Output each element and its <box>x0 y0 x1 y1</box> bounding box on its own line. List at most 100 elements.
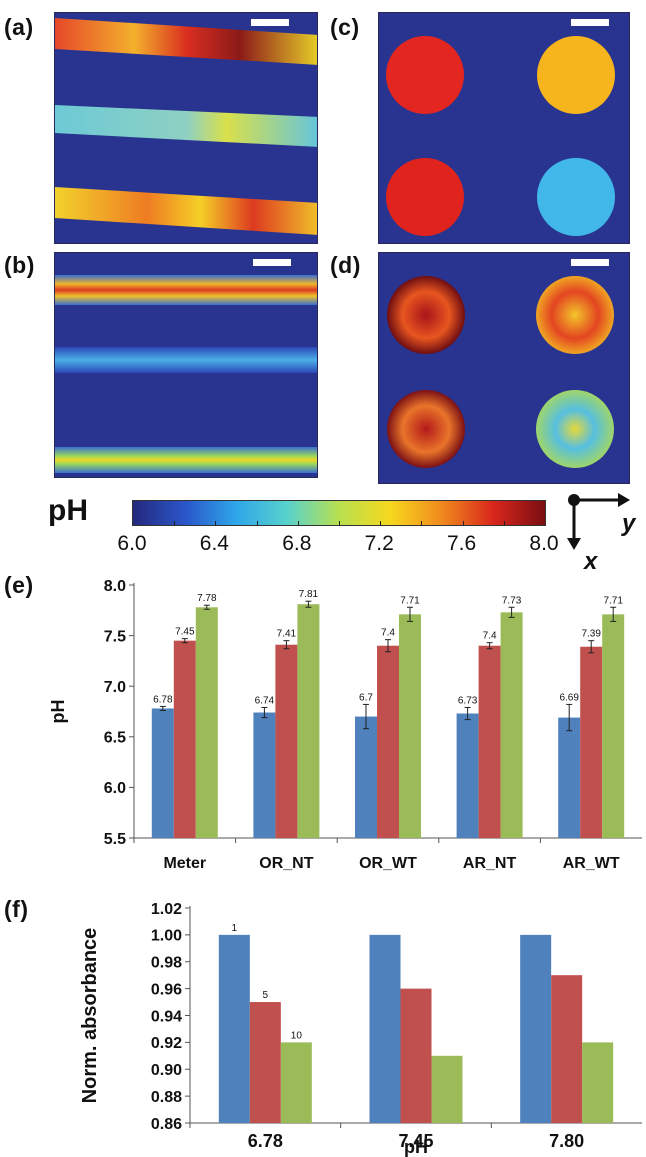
bar <box>218 934 250 1123</box>
panel-label-b: (b) <box>4 252 35 278</box>
data-label: 6.78 <box>153 694 173 705</box>
panel-b-channels <box>55 275 317 473</box>
colorbar <box>132 500 546 526</box>
colorbar-minor-tick <box>174 521 176 526</box>
bar <box>355 716 377 838</box>
colorbar-tick-label: 8.0 <box>529 532 559 555</box>
y-tick-label: 1.00 <box>151 928 182 945</box>
panel-d-ph-map <box>378 252 630 484</box>
bar <box>558 717 581 838</box>
bar <box>399 614 421 838</box>
axis-y-letter: y <box>622 510 636 537</box>
data-label: 6.73 <box>458 695 478 706</box>
bar <box>253 712 276 838</box>
x-axis-label: pH <box>404 1137 428 1157</box>
colorbar-minor-tick <box>462 521 464 526</box>
scale-bar <box>253 259 291 266</box>
panel-c-wells <box>386 36 615 236</box>
bar <box>249 1002 281 1123</box>
colorbar-tick-label: 7.6 <box>446 532 477 555</box>
y-tick-label: 6.5 <box>104 730 126 747</box>
well-top-right <box>537 36 615 114</box>
y-tick-label: 0.94 <box>151 1008 182 1025</box>
bar <box>582 1042 614 1123</box>
colorbar-tick-label: 6.0 <box>117 532 147 555</box>
data-label: 6.69 <box>559 692 579 703</box>
data-label: 7.41 <box>277 629 297 640</box>
category-label: 6.78 <box>248 1131 283 1151</box>
category-label: AR_WT <box>563 855 620 872</box>
category-label: 7.45 <box>398 1131 433 1151</box>
y-tick-label: 7.0 <box>104 679 126 696</box>
series-annotation: 1 <box>232 923 238 934</box>
data-label: 7.71 <box>400 595 420 606</box>
y-tick-label: 0.98 <box>151 955 182 972</box>
bar <box>431 1055 463 1123</box>
data-label: 7.4 <box>381 628 395 639</box>
panel-d-wells <box>387 276 614 468</box>
scale-bar <box>571 259 609 266</box>
channel-middle <box>55 105 317 147</box>
well-bottom-left <box>386 158 464 236</box>
bar <box>500 612 523 838</box>
colorbar-tick-label: 6.4 <box>199 532 229 555</box>
data-label: 6.7 <box>359 692 373 703</box>
series-annotation: 5 <box>263 990 269 1001</box>
y-tick-label: 6.0 <box>104 780 126 797</box>
bar <box>602 614 625 838</box>
panel-b-ph-map <box>54 252 318 478</box>
arrow-down-icon <box>567 538 581 550</box>
category-label: AR_NT <box>463 855 517 872</box>
well-top-left <box>387 276 465 354</box>
y-tick-label: 1.02 <box>151 901 182 918</box>
colorbar-tick-label: 6.8 <box>282 532 312 555</box>
axis-x-letter: x <box>584 548 598 575</box>
well-top-left <box>386 36 464 114</box>
category-label: OR_WT <box>359 855 417 872</box>
panel-c-ph-map <box>378 12 630 244</box>
colorbar-tick-label: 7.2 <box>364 532 394 555</box>
category-label: OR_NT <box>259 855 313 872</box>
data-label: 7.39 <box>581 629 601 640</box>
y-tick-label: 0.90 <box>151 1062 182 1079</box>
y-tick-label: 0.88 <box>151 1089 182 1106</box>
panel-a-ph-map <box>54 12 318 244</box>
bar <box>151 708 174 838</box>
colorbar-minor-tick <box>215 521 217 526</box>
scale-bar <box>571 19 609 26</box>
channel-bottom <box>55 447 317 473</box>
bar <box>297 604 320 838</box>
channel-bottom <box>55 187 317 235</box>
colorbar-ticks: 6.0 6.4 6.8 7.2 7.6 8.0 <box>117 532 558 560</box>
bar <box>280 1042 312 1123</box>
bar <box>551 975 583 1123</box>
panel-label-f: (f) <box>4 896 29 922</box>
channel-top <box>55 275 317 305</box>
y-tick-label: 8.0 <box>104 578 126 595</box>
data-label: 7.78 <box>197 593 217 604</box>
panel-label-a: (a) <box>4 14 34 40</box>
y-tick-label: 0.92 <box>151 1035 182 1052</box>
y-tick-label: 0.96 <box>151 981 182 998</box>
panel-label-e: (e) <box>4 572 34 598</box>
axes-indicator <box>567 493 630 550</box>
arrow-right-icon <box>618 493 630 507</box>
well-top-right <box>536 276 614 354</box>
bar <box>456 713 479 838</box>
data-label: 7.45 <box>175 627 195 638</box>
colorbar-minor-tick <box>380 521 382 526</box>
bar <box>478 645 501 838</box>
bar <box>520 934 552 1123</box>
data-label: 6.74 <box>255 695 275 706</box>
category-label: Meter <box>163 855 206 872</box>
category-label: 7.80 <box>549 1131 584 1151</box>
panel-label-d: (d) <box>330 252 361 278</box>
y-tick-label: 0.86 <box>151 1116 182 1133</box>
y-axis-label: pH <box>48 700 68 724</box>
well-bottom-left <box>387 390 465 468</box>
bar <box>377 645 399 838</box>
bar <box>580 646 603 838</box>
bar <box>369 934 401 1123</box>
channel-top <box>55 18 317 65</box>
